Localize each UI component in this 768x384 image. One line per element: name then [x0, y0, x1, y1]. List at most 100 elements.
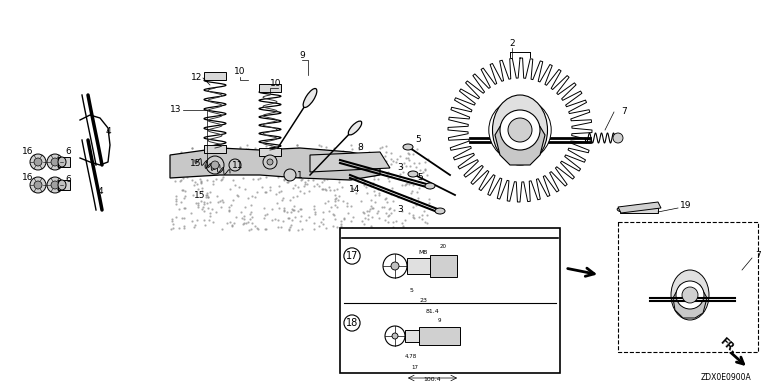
Text: 11: 11	[232, 161, 243, 169]
Point	[202, 194, 214, 200]
Point	[362, 212, 375, 218]
Point	[333, 154, 345, 161]
Point	[207, 219, 219, 225]
Point	[260, 174, 273, 180]
Circle shape	[385, 326, 405, 346]
Point	[313, 183, 325, 189]
Point	[223, 146, 236, 152]
Point	[346, 146, 358, 152]
Point	[215, 204, 227, 210]
Point	[385, 173, 397, 179]
Ellipse shape	[403, 144, 413, 150]
Point	[358, 179, 370, 185]
Point	[283, 227, 295, 233]
Point	[399, 155, 412, 161]
Point	[220, 220, 233, 226]
Point	[386, 158, 399, 164]
Point	[360, 184, 372, 190]
Point	[394, 170, 406, 177]
Point	[383, 206, 396, 212]
Point	[405, 190, 417, 196]
Point	[282, 215, 294, 221]
Point	[308, 226, 320, 232]
Point	[293, 146, 305, 152]
Bar	[419, 327, 460, 345]
Point	[175, 149, 187, 155]
Point	[189, 179, 201, 185]
Point	[247, 214, 259, 220]
Point	[404, 144, 416, 150]
Point	[279, 166, 291, 172]
Point	[381, 199, 393, 205]
Point	[327, 223, 339, 229]
Point	[269, 216, 281, 222]
Point	[223, 154, 236, 160]
Point	[316, 173, 329, 179]
Point	[236, 158, 248, 164]
Point	[242, 195, 254, 201]
Point	[405, 197, 417, 204]
Point	[336, 184, 348, 190]
Point	[309, 153, 321, 159]
Circle shape	[682, 287, 698, 303]
Point	[416, 226, 429, 232]
Point	[419, 159, 431, 165]
Point	[362, 208, 375, 214]
Point	[206, 206, 218, 212]
Text: 18: 18	[346, 318, 358, 328]
Text: 9: 9	[299, 51, 305, 60]
Point	[204, 213, 216, 219]
Point	[366, 158, 379, 164]
Point	[388, 207, 400, 213]
Point	[189, 222, 201, 228]
Point	[379, 152, 392, 159]
Point	[368, 188, 380, 194]
Point	[288, 207, 300, 213]
Point	[317, 174, 329, 180]
Point	[174, 206, 186, 212]
Point	[365, 203, 377, 209]
Point	[263, 148, 275, 154]
Point	[397, 160, 409, 166]
Point	[170, 196, 182, 202]
Point	[329, 196, 341, 202]
Point	[295, 206, 307, 212]
Point	[350, 171, 362, 177]
Point	[385, 150, 397, 156]
Point	[379, 217, 391, 223]
Point	[283, 226, 296, 232]
Point	[262, 155, 274, 161]
Point	[365, 223, 377, 229]
Point	[362, 215, 374, 222]
Point	[172, 167, 184, 173]
Point	[324, 163, 336, 169]
Point	[410, 164, 422, 170]
Point	[244, 209, 257, 215]
Point	[246, 154, 258, 160]
Point	[243, 169, 256, 175]
Point	[223, 208, 235, 214]
Circle shape	[51, 158, 59, 166]
Point	[217, 197, 229, 203]
Point	[308, 206, 320, 212]
Point	[382, 169, 394, 175]
Point	[372, 176, 385, 182]
Point	[210, 209, 222, 215]
Point	[355, 167, 367, 173]
Point	[408, 160, 420, 166]
Point	[396, 208, 408, 214]
Point	[411, 189, 423, 195]
Text: 5: 5	[410, 288, 414, 293]
Point	[215, 146, 227, 152]
Point	[286, 217, 299, 223]
Text: 3: 3	[397, 205, 403, 215]
Point	[374, 145, 386, 151]
Point	[343, 227, 355, 233]
Point	[415, 216, 428, 222]
Text: 16: 16	[22, 147, 34, 157]
Point	[187, 152, 199, 159]
Point	[201, 190, 214, 197]
Point	[246, 220, 258, 226]
Point	[386, 227, 398, 233]
Point	[293, 227, 305, 233]
